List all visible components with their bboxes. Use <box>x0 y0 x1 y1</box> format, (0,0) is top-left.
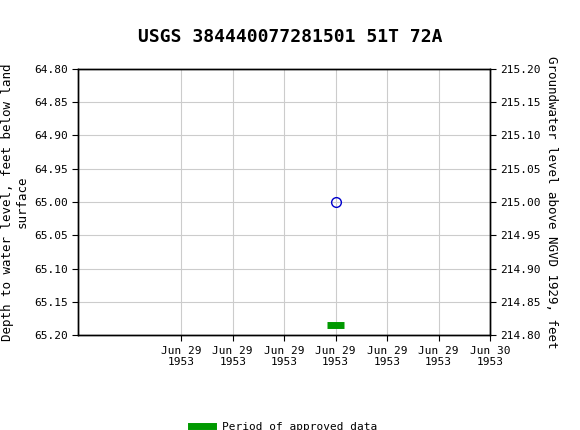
Y-axis label: Depth to water level, feet below land
surface: Depth to water level, feet below land su… <box>1 63 28 341</box>
Text: ≈USGS: ≈USGS <box>5 12 63 31</box>
Y-axis label: Groundwater level above NGVD 1929, feet: Groundwater level above NGVD 1929, feet <box>545 56 558 348</box>
Legend: Period of approved data: Period of approved data <box>187 418 382 430</box>
Text: USGS 384440077281501 51T 72A: USGS 384440077281501 51T 72A <box>138 28 442 46</box>
